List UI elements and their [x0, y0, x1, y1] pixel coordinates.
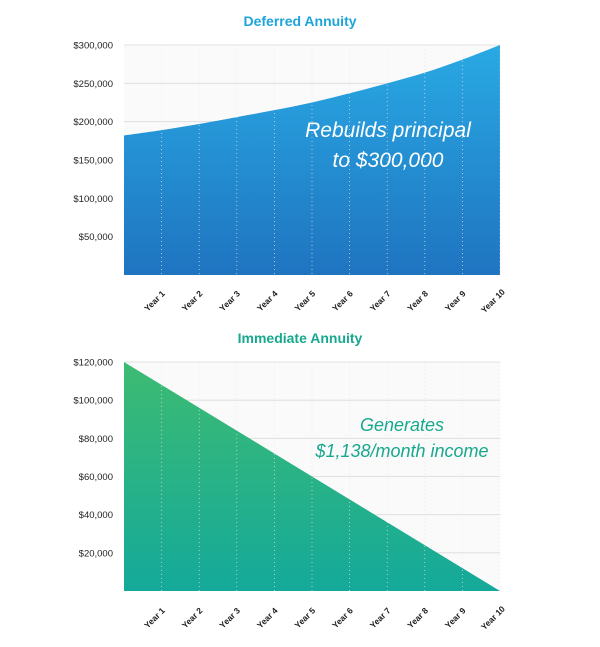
- y-tick-label: $100,000: [73, 194, 113, 205]
- y-tick-label: $300,000: [73, 41, 113, 52]
- chart-2: Immediate Annuity $120,000 $100,000 $80,000…: [73, 330, 507, 632]
- x-tick-label: Year 3: [217, 288, 242, 313]
- y-tick-label: $80,000: [79, 434, 113, 445]
- area-series: [124, 362, 500, 591]
- annotation-line-2: to $300,000: [333, 149, 444, 172]
- x-tick-label: Year 8: [405, 288, 430, 313]
- annotation-line-2: $1,138/month income: [314, 441, 488, 461]
- y-tick-label: $100,000: [73, 396, 113, 407]
- y-tick-label: $250,000: [73, 79, 113, 90]
- x-tick-label: Year 8: [405, 605, 430, 630]
- x-tick-label: Year 9: [443, 605, 468, 630]
- y-tick-label: $50,000: [79, 232, 113, 243]
- x-tick-label: Year 2: [180, 605, 205, 630]
- x-tick-label: Year 3: [217, 605, 242, 630]
- x-tick-label: Year 9: [443, 288, 468, 313]
- x-tick-label: Year 10: [479, 604, 507, 632]
- chart-1: Deferred Annuity $300,000 $250,000 $200,000…: [73, 13, 507, 315]
- x-tick-label: Year 7: [368, 605, 393, 630]
- x-tick-label: Year 5: [292, 605, 317, 630]
- chart-title: Deferred Annuity: [243, 13, 356, 29]
- x-tick-label: Year 1: [142, 288, 167, 313]
- x-tick-label: Year 5: [292, 288, 317, 313]
- y-tick-label: $150,000: [73, 156, 113, 167]
- x-tick-label: Year 2: [180, 288, 205, 313]
- x-tick-label: Year 6: [330, 605, 355, 630]
- y-tick-label: $20,000: [79, 548, 113, 559]
- y-tick-label: $120,000: [73, 358, 113, 369]
- x-tick-label: Year 7: [368, 288, 393, 313]
- x-tick-label: Year 4: [255, 288, 280, 313]
- annotation-line-1: Rebuilds principal: [305, 119, 472, 142]
- x-tick-label: Year 10: [479, 287, 507, 315]
- y-tick-label: $60,000: [79, 472, 113, 483]
- chart-title: Immediate Annuity: [238, 330, 363, 346]
- area-series: [124, 45, 500, 275]
- y-tick-label: $200,000: [73, 117, 113, 128]
- x-tick-label: Year 6: [330, 288, 355, 313]
- y-tick-label: $40,000: [79, 510, 113, 521]
- annotation-line-1: Generates: [360, 415, 444, 435]
- x-tick-label: Year 4: [255, 605, 280, 630]
- x-tick-label: Year 1: [142, 605, 167, 630]
